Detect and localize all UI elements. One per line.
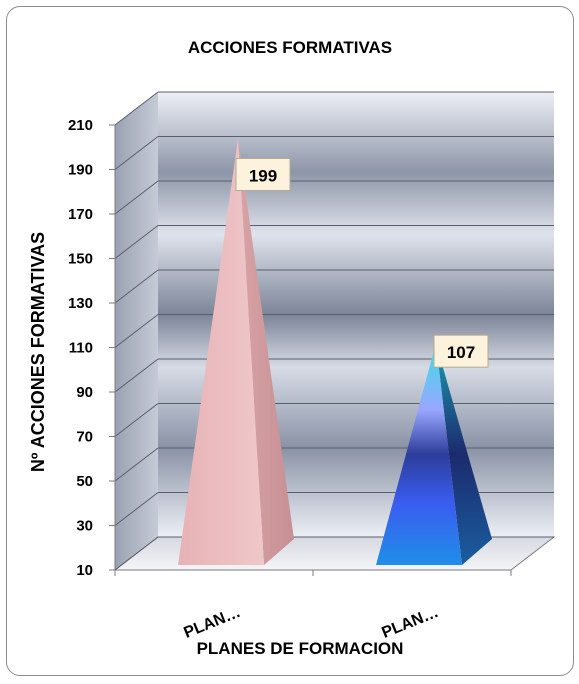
data-label-box-1 [433,334,489,368]
data-label-1: 107 [433,334,489,368]
bar-front-0 [178,138,264,565]
y-axis-tick-labels: 10 30 50 70 90 110 130 150 170 190 210 [68,117,93,579]
grid-line-side-9 [114,136,159,170]
grid-line-side-8 [114,180,159,215]
data-label-box-0 [235,157,291,191]
data-label-0: 199 [235,157,291,191]
data-label-text-1: 107 [447,343,475,362]
grid-line-side-10 [114,91,159,126]
grid-line-side-2 [114,447,159,482]
y-tick-label-9: 190 [68,162,93,179]
y-tick-label-1: 30 [76,518,93,535]
y-tick-label-8: 170 [68,206,93,223]
y-axis-title: Nº ACCIONES FORMATIVAS [28,232,48,472]
y-tick-label-0: 10 [76,562,93,579]
grid-line-side-3 [114,403,159,437]
x-tick-label-0: PLAN… [182,604,244,642]
bar-0 [178,138,294,565]
grid-line-side-5 [114,314,159,348]
grid-line-side-7 [114,225,159,259]
grid-line-side-0 [114,536,159,571]
y-tick-label-7: 150 [68,251,93,268]
bars [178,138,492,565]
y-tick-label-4: 90 [76,384,93,401]
y-tick-label-10: 210 [68,117,93,134]
grid-line-side-1 [114,492,159,526]
chart-title: ACCIONES FORMATIVAS [188,38,392,57]
x-axis-title: PLANES DE FORMACION [197,639,404,658]
bar-side-0 [238,138,294,565]
bar-side-1 [436,343,492,565]
grid-line-side-4 [114,358,159,393]
x-tick-label-1: PLAN… [380,604,442,642]
grid-line-side-6 [114,269,159,304]
y-tick-label-3: 70 [76,429,93,446]
axes [114,125,512,576]
y-tick-label-2: 50 [76,473,93,490]
data-labels: 199 107 [235,157,489,368]
x-axis-tick-labels: PLAN… PLAN… [182,604,442,642]
y-tick-label-6: 130 [68,295,93,312]
y-tick-label-5: 110 [69,340,93,357]
data-label-text-0: 199 [249,166,277,185]
bar-front-1 [376,343,462,565]
bar-1 [376,343,492,565]
